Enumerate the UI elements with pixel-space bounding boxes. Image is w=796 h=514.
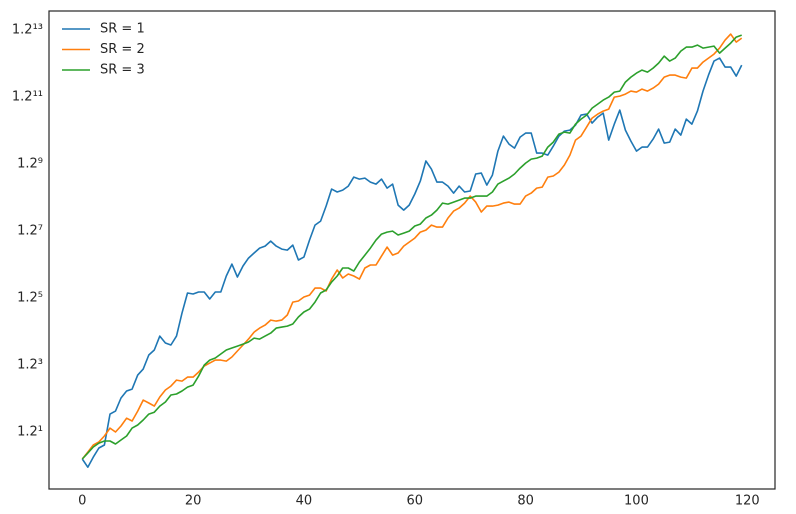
x-tick-label: 0 — [78, 494, 86, 509]
series-line — [81, 34, 742, 460]
x-tick-label: 80 — [517, 494, 534, 509]
x-tick-label: 120 — [735, 494, 760, 509]
y-tick-label: 1.2¹³ — [12, 23, 43, 38]
series-line — [81, 33, 743, 460]
x-tick-label: 60 — [406, 494, 423, 509]
legend-label: SR = 2 — [100, 42, 145, 57]
plot-frame — [48, 10, 776, 490]
legend-label: SR = 3 — [100, 63, 145, 78]
legend-label: SR = 1 — [100, 22, 145, 37]
y-tick-label: 1.2⁹ — [17, 157, 43, 172]
y-tick-label: 1.2⁵ — [17, 291, 43, 306]
series-line — [81, 57, 743, 469]
y-tick-label: 1.2³ — [17, 358, 43, 373]
y-tick-label: 1.2⁷ — [17, 224, 43, 239]
y-tick-label: 1.2¹ — [17, 425, 43, 440]
x-tick-label: 20 — [185, 494, 202, 509]
x-tick-label: 40 — [296, 494, 313, 509]
x-tick-label: 100 — [624, 494, 649, 509]
y-tick-label: 1.2¹¹ — [12, 90, 43, 105]
